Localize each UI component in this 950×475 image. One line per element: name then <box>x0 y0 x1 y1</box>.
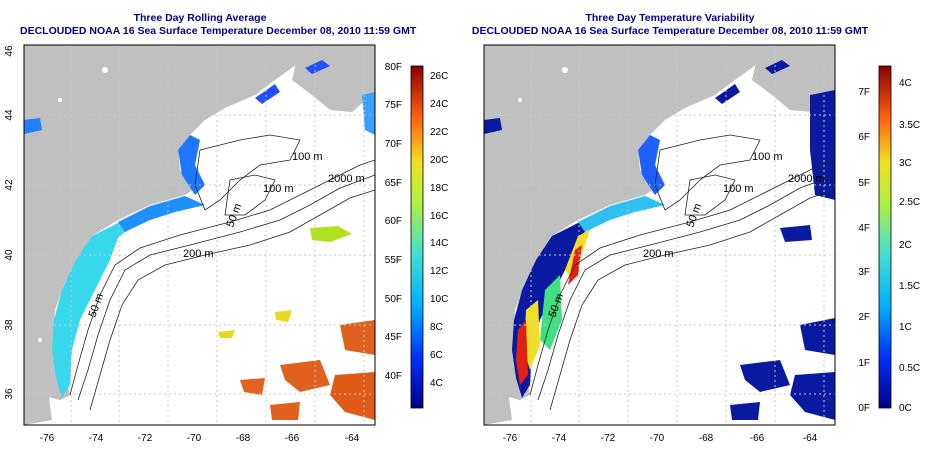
x-tick: -76 <box>40 433 55 444</box>
x-tick: -70 <box>650 433 665 444</box>
y-tick: 42 <box>4 179 15 191</box>
colorbar-label-f: 80F <box>385 62 402 73</box>
x-tick: -66 <box>285 433 300 444</box>
colorbar-label-c: 1C <box>899 322 912 333</box>
colorbar-label-c: 14C <box>430 238 448 249</box>
colorbar-variability <box>878 65 892 409</box>
colorbar-label-f: 40F <box>385 371 402 382</box>
colorbar-label-c: 12C <box>430 266 448 277</box>
y-tick: 46 <box>4 45 15 57</box>
colorbar-label-f: 2F <box>858 312 870 323</box>
shelf-water-cold <box>52 210 150 398</box>
colorbar-label-c: 2.5C <box>899 197 920 208</box>
colorbar-label-f: 4F <box>858 223 870 234</box>
x-tick: -68 <box>699 433 714 444</box>
colorbar-label-c: 0C <box>899 403 912 414</box>
colorbar-label-c: 0.5C <box>899 363 920 374</box>
x-tick: -72 <box>138 433 153 444</box>
colorbar-label-f: 70F <box>385 139 402 150</box>
contour-label-200m: 200 m <box>643 248 674 260</box>
left-title-1: Three Day Rolling Average <box>133 12 267 24</box>
colorbar-label-f: 45F <box>385 332 402 343</box>
colorbar-label-f: 3F <box>858 267 870 278</box>
colorbar-average <box>410 65 424 409</box>
x-tick: -64 <box>345 433 360 444</box>
colorbar-label-f: 0F <box>858 403 870 414</box>
sst-average-map: 100 m 100 m 2000 m 200 m 50 m 50 m -76 -… <box>4 44 448 444</box>
colorbar-label-c: 3.5C <box>899 120 920 131</box>
colorbar-label-c: 20C <box>430 155 448 166</box>
colorbar-label-c: 2C <box>899 240 912 251</box>
colorbar-label-c: 3C <box>899 158 912 169</box>
colorbar-label-f: 7F <box>858 87 870 98</box>
x-tick: -74 <box>552 433 567 444</box>
colorbar-label-f: 50F <box>385 294 402 305</box>
colorbar-label-c: 24C <box>430 99 448 110</box>
contour-label-100m: 100 m <box>292 151 323 163</box>
x-tick: -68 <box>236 433 251 444</box>
y-tick: 36 <box>4 388 15 400</box>
colorbar-label-c: 16C <box>430 211 448 222</box>
sst-variability-map: 100 m 100 m 2000 m 200 m 50 m 50 m -76 -… <box>483 44 920 444</box>
contour-label-100m: 100 m <box>723 183 754 195</box>
colorbar-label-c: 26C <box>430 71 448 82</box>
x-tick: -72 <box>601 433 616 444</box>
contour-label-200m: 200 m <box>183 248 214 260</box>
colorbar-label-f: 1F <box>858 358 870 369</box>
colorbar-label-c: 18C <box>430 183 448 194</box>
colorbar-label-f: 75F <box>385 100 402 111</box>
x-tick: -64 <box>803 433 818 444</box>
colorbar-label-f: 60F <box>385 216 402 227</box>
y-tick: 38 <box>4 319 15 331</box>
right-title-1: Three Day Temperature Variability <box>585 12 755 24</box>
colorbar-label-c: 1.5C <box>899 281 920 292</box>
colorbar-label-c: 8C <box>430 322 443 333</box>
land-mass <box>484 45 790 400</box>
colorbar-label-f: 65F <box>385 178 402 189</box>
colorbar-label-c: 4C <box>899 78 912 89</box>
y-tick: 44 <box>4 109 15 121</box>
x-tick: -66 <box>750 433 765 444</box>
x-tick: -70 <box>187 433 202 444</box>
contour-label-100m: 100 m <box>752 151 783 163</box>
colorbar-label-c: 6C <box>430 350 443 361</box>
y-tick: 40 <box>4 249 15 261</box>
colorbar-label-c: 22C <box>430 127 448 138</box>
colorbar-label-f: 55F <box>385 255 402 266</box>
colorbar-label-c: 4C <box>430 378 443 389</box>
land-mass <box>24 45 330 400</box>
contour-label-100m: 100 m <box>263 183 294 195</box>
x-tick: -74 <box>89 433 104 444</box>
colorbar-label-f: 5F <box>858 178 870 189</box>
colorbar-label-c: 10C <box>430 294 448 305</box>
colorbar-label-f: 6F <box>858 132 870 143</box>
right-title-2: DECLOUDED NOAA 16 Sea Surface Temperatur… <box>471 25 869 37</box>
contour-label-2000m: 2000 m <box>328 173 365 185</box>
contour-label-2000m: 2000 m <box>788 173 825 185</box>
left-title-2: DECLOUDED NOAA 16 Sea Surface Temperatur… <box>20 25 417 37</box>
x-tick: -76 <box>503 433 518 444</box>
